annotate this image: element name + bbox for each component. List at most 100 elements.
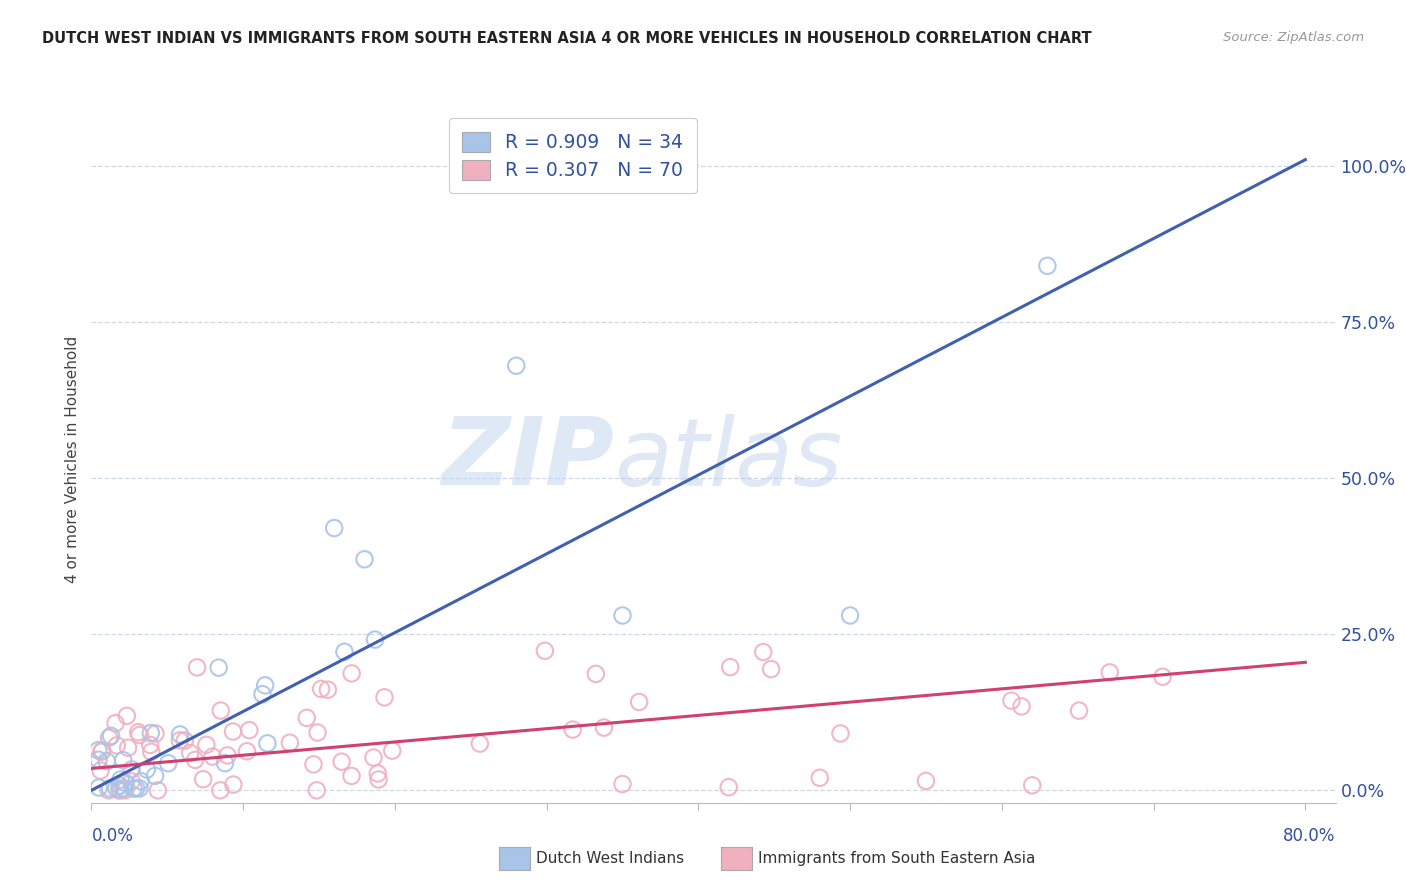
Point: [367, 772, 389, 787]
Point: [129, 774, 152, 789]
Point: [222, 724, 245, 739]
Point: [110, 783, 132, 797]
Point: [278, 736, 301, 750]
Point: [381, 744, 404, 758]
Point: [252, 687, 274, 701]
Point: [367, 766, 389, 780]
Point: [121, 774, 143, 789]
Text: 0.0%: 0.0%: [91, 827, 134, 845]
Point: [97, 783, 120, 797]
Point: [141, 745, 163, 759]
Point: [87, 743, 110, 757]
Point: [90, 764, 112, 778]
Point: [214, 756, 236, 771]
Point: [208, 660, 231, 674]
Point: [468, 737, 491, 751]
Point: [169, 727, 191, 741]
Point: [105, 781, 128, 796]
Point: [127, 725, 149, 739]
Point: [100, 729, 122, 743]
Point: [146, 783, 169, 797]
Point: [117, 740, 139, 755]
Point: [1152, 670, 1174, 684]
Point: [1067, 704, 1090, 718]
Text: atlas: atlas: [614, 414, 842, 505]
Point: [316, 682, 339, 697]
Point: [115, 708, 138, 723]
Point: [752, 645, 775, 659]
Point: [91, 744, 114, 758]
Point: [209, 783, 232, 797]
Point: [110, 772, 132, 787]
Point: [305, 783, 328, 797]
Point: [718, 660, 741, 674]
Point: [254, 678, 277, 692]
Point: [830, 726, 852, 740]
Point: [340, 666, 363, 681]
Point: [90, 745, 112, 759]
Text: Immigrants from South Eastern Asia: Immigrants from South Eastern Asia: [758, 852, 1035, 866]
Text: ZIP: ZIP: [441, 413, 614, 506]
Point: [135, 763, 157, 777]
Point: [759, 662, 782, 676]
Point: [505, 359, 527, 373]
Point: [295, 711, 318, 725]
Point: [143, 769, 166, 783]
Y-axis label: 4 or more Vehicles in Household: 4 or more Vehicles in Household: [65, 335, 80, 583]
Point: [209, 704, 232, 718]
Point: [238, 723, 260, 738]
Point: [1011, 699, 1033, 714]
Point: [612, 777, 634, 791]
Point: [330, 755, 353, 769]
Point: [98, 781, 121, 796]
Point: [122, 781, 145, 796]
Point: [309, 681, 332, 696]
Point: [236, 744, 259, 758]
Point: [87, 753, 110, 767]
Point: [808, 771, 831, 785]
Point: [364, 632, 387, 647]
Point: [201, 749, 224, 764]
Point: [534, 644, 557, 658]
Point: [217, 748, 239, 763]
Point: [593, 721, 616, 735]
Point: [186, 660, 208, 674]
Point: [307, 725, 329, 739]
Point: [1098, 665, 1121, 680]
Point: [191, 772, 214, 787]
Point: [839, 608, 862, 623]
Point: [114, 776, 136, 790]
Point: [717, 780, 740, 794]
Point: [114, 783, 136, 797]
Legend: R = 0.909   N = 34, R = 0.307   N = 70: R = 0.909 N = 34, R = 0.307 N = 70: [449, 119, 696, 194]
Point: [121, 763, 143, 777]
Point: [333, 645, 356, 659]
Point: [112, 753, 135, 767]
Point: [340, 769, 363, 783]
Point: [87, 780, 110, 795]
Point: [157, 756, 180, 771]
Point: [628, 695, 651, 709]
Text: Source: ZipAtlas.com: Source: ZipAtlas.com: [1223, 31, 1364, 45]
Point: [353, 552, 375, 566]
Point: [561, 723, 583, 737]
Point: [173, 733, 195, 747]
Point: [169, 733, 191, 747]
Point: [1021, 778, 1043, 792]
Point: [108, 783, 131, 797]
Point: [105, 739, 128, 753]
Point: [363, 750, 385, 764]
Point: [104, 716, 127, 731]
Point: [139, 738, 162, 752]
Point: [184, 753, 207, 767]
Point: [585, 667, 607, 681]
Point: [373, 690, 395, 705]
Text: Dutch West Indians: Dutch West Indians: [536, 852, 683, 866]
Point: [96, 754, 118, 768]
Point: [302, 757, 325, 772]
Point: [128, 728, 150, 742]
Point: [222, 778, 245, 792]
Point: [108, 779, 131, 793]
Point: [612, 608, 634, 623]
Point: [256, 736, 278, 750]
